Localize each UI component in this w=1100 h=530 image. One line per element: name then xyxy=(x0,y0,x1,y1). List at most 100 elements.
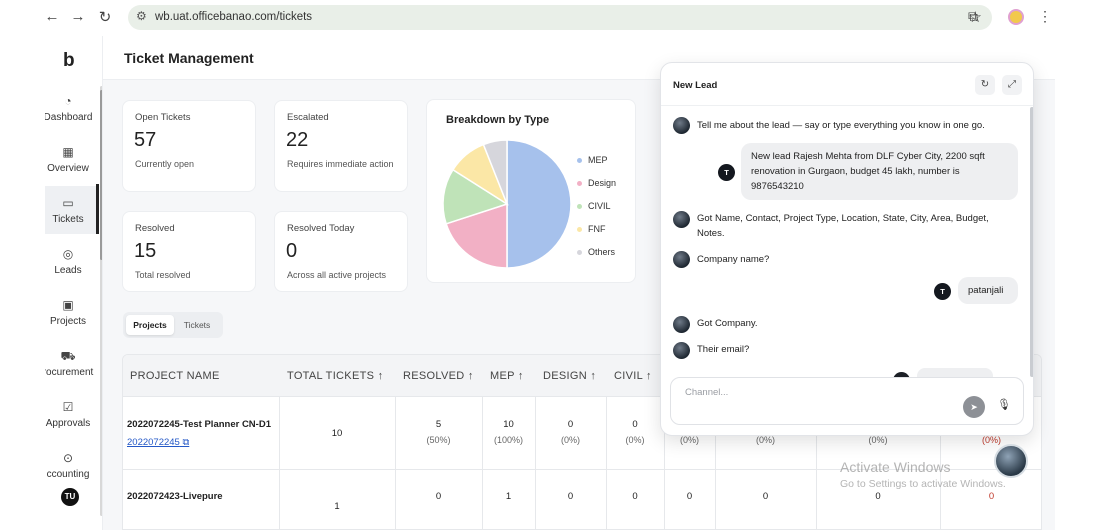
column-divider xyxy=(940,397,941,529)
sidebar-scrollbar-thumb[interactable] xyxy=(100,90,102,260)
chat-scrollbar[interactable] xyxy=(1030,107,1033,377)
escalated-card[interactable]: Escalated 22 Requires immediate action xyxy=(274,100,408,192)
back-arrow-icon[interactable]: ← xyxy=(44,8,60,25)
column-divider xyxy=(482,397,483,529)
sidebar-item-leads[interactable]: ◎ Leads xyxy=(45,247,97,276)
fnf-pct: (0%) xyxy=(679,435,699,445)
sidebar-item-label: rocurement xyxy=(45,367,94,378)
site-settings-icon[interactable]: ⚙ xyxy=(136,9,147,23)
open-tickets-card[interactable]: Open Tickets 57 Currently open xyxy=(122,100,256,192)
sidebar-item-approvals[interactable]: ☑ Approvals xyxy=(45,400,97,429)
col-resolved[interactable]: RESOLVED ↑ xyxy=(403,370,474,382)
chat-input-box[interactable]: ➤ 🎙 xyxy=(670,377,1024,425)
bot-message: Their email? xyxy=(697,344,750,355)
legend-item-others[interactable]: Others xyxy=(577,247,615,257)
legend-label: FNF xyxy=(588,224,606,234)
sidebar-item-projects[interactable]: ▣ Projects xyxy=(45,298,97,327)
row-divider xyxy=(123,469,1041,470)
legend-label: Others xyxy=(588,247,616,257)
col-project-name[interactable]: PROJECT NAME xyxy=(130,370,220,382)
card-subtext: Total resolved xyxy=(135,270,191,280)
address-bar[interactable]: ⚙ wb.uat.officebanao.com/tickets ☆ xyxy=(128,5,992,30)
legend-label: Design xyxy=(588,178,617,188)
project-id-link[interactable]: 2022072245 ⧉ xyxy=(127,437,190,448)
active-indicator xyxy=(96,184,99,234)
user-avatar: T xyxy=(934,283,951,300)
fnf-cell: 0 xyxy=(686,491,693,502)
bot-avatar xyxy=(673,211,690,228)
url-text[interactable]: wb.uat.officebanao.com/tickets xyxy=(155,11,313,23)
dashboard-icon: ◔ xyxy=(64,94,72,108)
escalated-cell: 0 xyxy=(875,491,881,502)
tab-tickets[interactable]: Tickets xyxy=(183,320,211,330)
profile-avatar[interactable] xyxy=(1008,9,1024,25)
legend-swatch xyxy=(577,227,582,233)
expand-icon[interactable]: ⤢ xyxy=(1002,75,1022,95)
bookmark-star-icon[interactable]: ☆ xyxy=(968,9,982,26)
sidebar-item-tickets[interactable]: ▭ Tickets xyxy=(45,186,97,234)
col-design[interactable]: DESIGN ↑ xyxy=(543,370,597,382)
overdue-pct: (0%) xyxy=(981,435,1001,445)
resolved-card[interactable]: Resolved 15 Total resolved xyxy=(122,211,256,292)
user-avatar[interactable]: TU xyxy=(61,488,79,506)
card-subtext: Requires immediate action xyxy=(287,159,394,169)
civil-cell: 0 xyxy=(632,419,638,430)
col-civil[interactable]: CIVIL ↑ xyxy=(614,370,652,382)
browser-toolbar: ← → ↻ ⚙ wb.uat.officebanao.com/tickets ☆… xyxy=(36,0,1056,36)
card-subtext: Currently open xyxy=(135,159,195,169)
sidebar-scrollbar-track[interactable] xyxy=(100,86,102,516)
pie-slice-mep[interactable] xyxy=(506,139,572,269)
assistant-fab[interactable] xyxy=(994,444,1028,478)
sidebar-item-overview[interactable]: ▦ Overview xyxy=(45,145,97,174)
sidebar-item-label: Projects xyxy=(49,316,87,327)
col-mep[interactable]: MEP ↑ xyxy=(490,370,524,382)
user-message: New lead Rajesh Mehta from DLF Cyber Cit… xyxy=(741,143,1018,200)
legend-item-fnf[interactable]: FNF xyxy=(577,224,606,234)
legend-item-civil[interactable]: CIVIL xyxy=(577,201,611,211)
card-value: 57 xyxy=(134,129,157,151)
legend-item-mep[interactable]: MEP xyxy=(577,155,608,165)
extensions-icon[interactable]: ⧉ xyxy=(968,8,978,24)
watermark-title: Activate Windows xyxy=(840,459,951,475)
column-divider xyxy=(715,397,716,529)
legend-swatch xyxy=(577,181,582,187)
legend-swatch xyxy=(577,250,582,256)
resolved-cell: 5 xyxy=(435,419,442,430)
user-avatar: T xyxy=(718,164,735,181)
bot-avatar xyxy=(673,342,690,359)
card-label: Open Tickets xyxy=(135,112,191,123)
pie-slice-civil[interactable] xyxy=(442,168,509,225)
menu-dots-icon[interactable]: ⋮ xyxy=(1038,8,1052,24)
legend-item-design[interactable]: Design xyxy=(577,178,616,188)
forward-arrow-icon[interactable]: → xyxy=(70,8,86,25)
refresh-icon[interactable]: ↻ xyxy=(975,75,995,95)
send-icon[interactable]: ➤ xyxy=(963,396,985,418)
resolved-cell: 0 xyxy=(435,491,442,502)
pie-slice-others[interactable] xyxy=(482,139,508,205)
sidebar: b ◔ Dashboard ▦ Overview ▭ Tickets ◎ Lea… xyxy=(45,36,103,530)
column-divider xyxy=(664,397,665,529)
legend-label: CIVIL xyxy=(588,201,611,211)
sidebar-item-dashboard[interactable]: ◔ Dashboard xyxy=(45,94,97,123)
tab-projects[interactable]: Projects xyxy=(126,315,174,335)
civil-cell: 0 xyxy=(632,491,638,502)
pie-slice-design[interactable] xyxy=(445,202,508,269)
card-value: 0 xyxy=(286,240,298,262)
sidebar-item-label: Dashboard xyxy=(45,112,93,123)
resolved-today-card[interactable]: Resolved Today 0 Across all active proje… xyxy=(274,211,408,292)
external-link-icon: ⧉ xyxy=(182,437,190,448)
column-divider xyxy=(535,397,536,529)
breakdown-card: Breakdown by Type MEP Design CIVIL FNF Other… xyxy=(426,99,636,283)
sidebar-item-procurement[interactable]: ⛟ rocurement xyxy=(45,349,97,378)
microphone-icon[interactable]: 🎙 xyxy=(997,399,1011,411)
resolved-pct: (50%) xyxy=(426,435,451,445)
chat-title: New Lead xyxy=(673,80,718,91)
pie-chart xyxy=(442,139,572,269)
app-logo[interactable]: b xyxy=(63,50,75,71)
sidebar-item-accounting[interactable]: ⊙ ccounting xyxy=(45,451,97,480)
bot-message: Company name? xyxy=(697,254,770,265)
col-total-tickets[interactable]: TOTAL TICKETS ↑ xyxy=(287,370,384,382)
chat-input[interactable] xyxy=(685,387,945,398)
total-tickets-cell: 1 xyxy=(334,501,340,512)
reload-icon[interactable]: ↻ xyxy=(98,9,112,26)
